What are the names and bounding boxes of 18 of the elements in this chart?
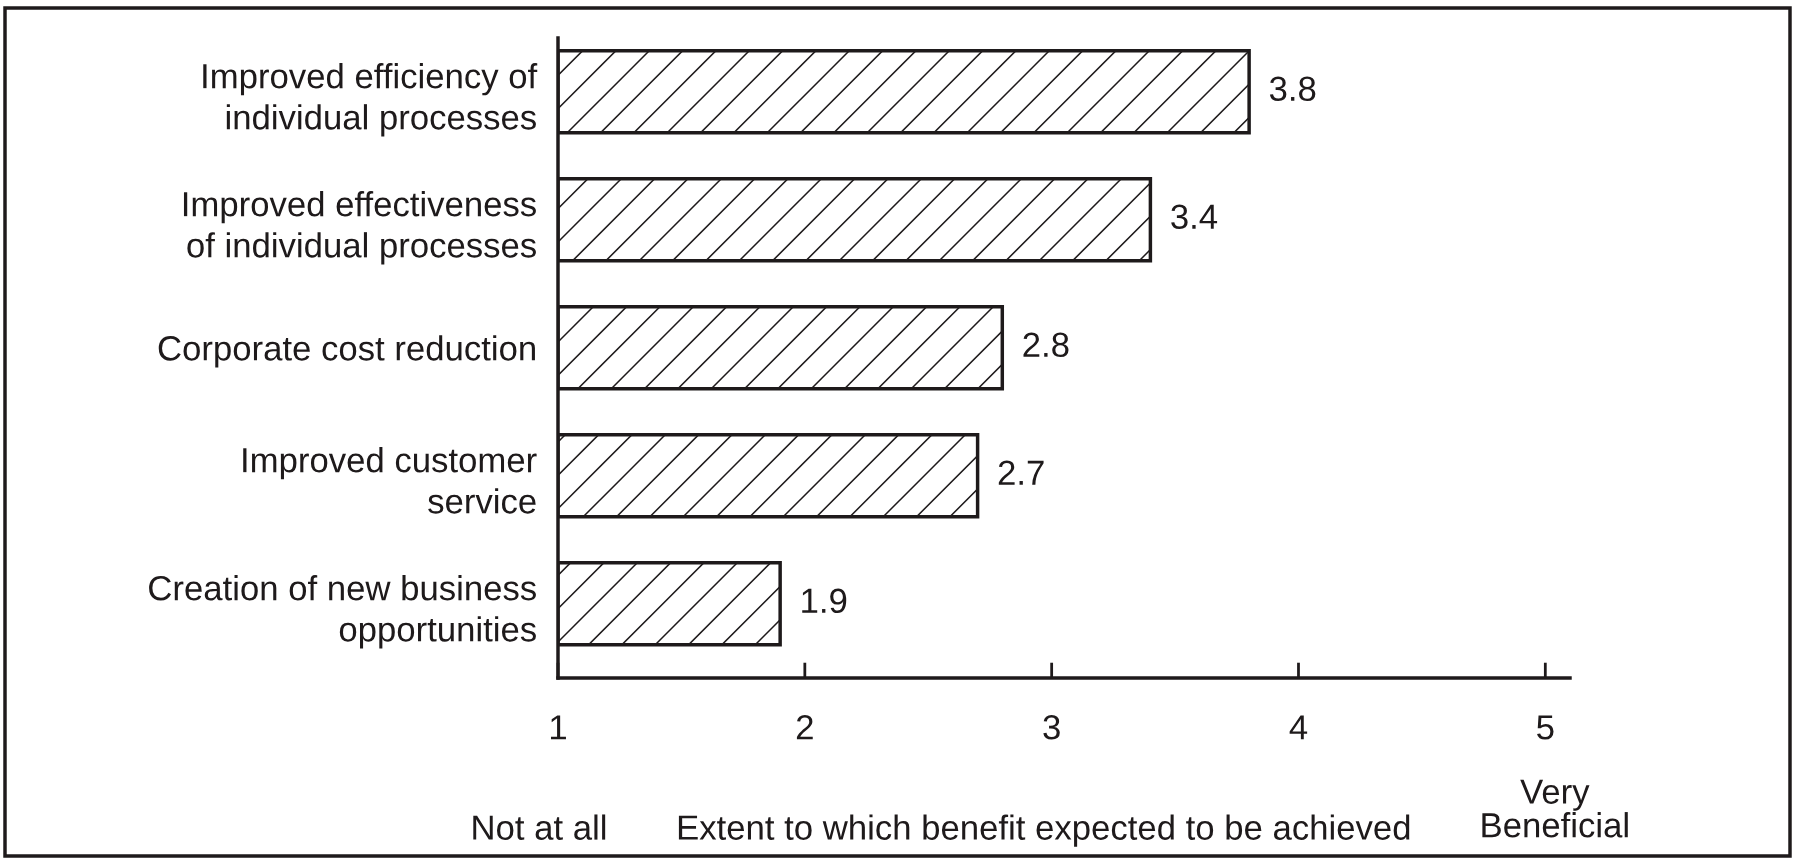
y-tick-label: Improved efficiency of individual processes bbox=[203, 62, 538, 137]
data-label: 3.8 bbox=[1269, 76, 1316, 102]
y-tick-label: Improved customer service bbox=[243, 446, 537, 514]
data-label: 3.4 bbox=[1171, 204, 1218, 230]
y-tick-label: Corporate cost reduction bbox=[158, 335, 535, 368]
x-tick-label: 3 bbox=[1043, 715, 1060, 740]
x-tick-label: 4 bbox=[1289, 715, 1308, 740]
text: Very Beneficial bbox=[1482, 779, 1628, 838]
x-tick-label: 1 bbox=[550, 715, 566, 740]
x-axis-title: Extent to which benefit expected to be achieved bbox=[678, 814, 1410, 847]
x-tick-label: 5 bbox=[1537, 715, 1554, 740]
x-tick-label: 2 bbox=[796, 715, 813, 740]
data-label: 2.8 bbox=[1023, 332, 1069, 358]
y-tick-label: Improved effectiveness of individual processes bbox=[183, 190, 536, 265]
data-label: 2.7 bbox=[998, 460, 1044, 485]
data-label: 1.9 bbox=[802, 588, 847, 614]
y-tick-label: Creation of new business opportunities bbox=[149, 574, 536, 649]
text: Not at all bbox=[473, 814, 606, 840]
